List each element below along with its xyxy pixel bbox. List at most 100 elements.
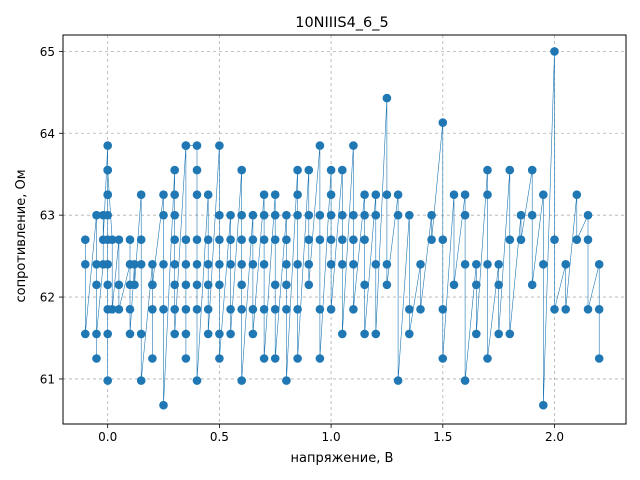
data-point bbox=[148, 280, 157, 290]
data-point bbox=[226, 235, 235, 244]
data-point bbox=[304, 260, 314, 269]
x-tick-label: 0.5 bbox=[210, 430, 229, 444]
data-point bbox=[270, 280, 280, 290]
data-point bbox=[539, 190, 548, 199]
data-point bbox=[203, 329, 213, 339]
data-point bbox=[237, 165, 246, 175]
data-point bbox=[136, 329, 146, 339]
data-point bbox=[103, 165, 112, 175]
y-axis-label: сопротивление, Ом bbox=[14, 169, 29, 302]
data-point bbox=[438, 118, 448, 127]
data-point bbox=[215, 260, 224, 269]
data-point bbox=[192, 305, 202, 314]
data-point bbox=[215, 329, 224, 339]
x-tick-label: 1.5 bbox=[433, 430, 452, 444]
x-axis-label: напряжение, В bbox=[291, 451, 394, 466]
x-tick-label: 1.0 bbox=[322, 430, 341, 444]
data-point bbox=[483, 190, 492, 199]
data-point bbox=[215, 354, 224, 363]
data-point bbox=[483, 354, 492, 363]
data-point bbox=[382, 93, 392, 103]
data-point bbox=[539, 400, 548, 410]
data-point bbox=[326, 165, 336, 175]
data-point bbox=[203, 235, 213, 244]
data-point bbox=[326, 190, 336, 199]
data-point bbox=[159, 190, 168, 199]
data-point bbox=[371, 329, 381, 339]
data-point bbox=[125, 329, 135, 339]
data-point bbox=[237, 210, 246, 220]
data-point bbox=[494, 260, 504, 269]
data-point bbox=[583, 305, 593, 314]
data-point bbox=[282, 235, 291, 244]
data-point bbox=[81, 235, 90, 244]
data-point bbox=[181, 280, 191, 290]
data-point bbox=[338, 260, 347, 269]
x-ticks: 0.0 0.5 1.0 1.5 2.0 bbox=[98, 424, 564, 444]
data-point bbox=[226, 210, 235, 220]
data-point bbox=[136, 190, 146, 199]
data-point bbox=[416, 305, 425, 314]
data-point bbox=[226, 305, 235, 314]
data-point bbox=[237, 235, 246, 244]
data-point bbox=[371, 210, 381, 220]
data-point bbox=[148, 354, 157, 363]
data-point bbox=[81, 329, 90, 339]
data-point bbox=[215, 210, 224, 220]
data-point bbox=[181, 354, 191, 363]
data-point bbox=[393, 210, 403, 220]
data-point bbox=[293, 210, 302, 220]
data-point bbox=[505, 235, 515, 244]
data-point bbox=[192, 141, 202, 150]
data-point bbox=[181, 235, 191, 244]
data-point bbox=[494, 329, 504, 339]
data-point bbox=[293, 354, 302, 363]
data-point bbox=[572, 190, 582, 199]
data-point bbox=[360, 190, 369, 199]
data-point bbox=[136, 235, 146, 244]
data-point bbox=[159, 260, 168, 269]
data-point bbox=[170, 260, 179, 269]
data-point bbox=[92, 210, 101, 220]
data-point bbox=[349, 235, 358, 244]
data-point bbox=[237, 260, 246, 269]
data-point bbox=[170, 235, 179, 244]
data-point bbox=[382, 190, 392, 199]
data-point bbox=[103, 141, 112, 150]
data-point bbox=[248, 260, 258, 269]
data-point bbox=[114, 235, 124, 244]
data-point bbox=[349, 260, 358, 269]
data-point bbox=[114, 305, 124, 314]
data-point bbox=[293, 165, 302, 175]
data-point bbox=[270, 235, 280, 244]
data-point bbox=[259, 235, 269, 244]
data-point bbox=[148, 305, 157, 314]
data-point bbox=[326, 260, 336, 269]
data-point bbox=[92, 329, 101, 339]
data-point bbox=[304, 280, 314, 290]
data-point bbox=[539, 260, 548, 269]
data-point bbox=[237, 305, 246, 314]
data-point bbox=[315, 210, 325, 220]
data-point bbox=[449, 280, 459, 290]
data-point bbox=[315, 354, 325, 363]
data-point bbox=[561, 305, 570, 314]
data-point bbox=[226, 260, 235, 269]
data-point bbox=[483, 165, 492, 175]
data-point bbox=[505, 329, 515, 339]
data-point bbox=[550, 235, 559, 244]
data-point bbox=[550, 47, 559, 56]
data-point bbox=[103, 260, 112, 269]
data-point bbox=[338, 235, 347, 244]
data-point bbox=[427, 235, 436, 244]
data-point bbox=[282, 210, 291, 220]
data-point bbox=[107, 305, 117, 314]
data-point bbox=[304, 235, 314, 244]
data-point bbox=[349, 210, 358, 220]
data-point bbox=[527, 210, 537, 220]
y-tick-label: 63 bbox=[40, 209, 55, 223]
data-point bbox=[192, 235, 202, 244]
data-point bbox=[181, 141, 191, 150]
data-point bbox=[293, 305, 302, 314]
